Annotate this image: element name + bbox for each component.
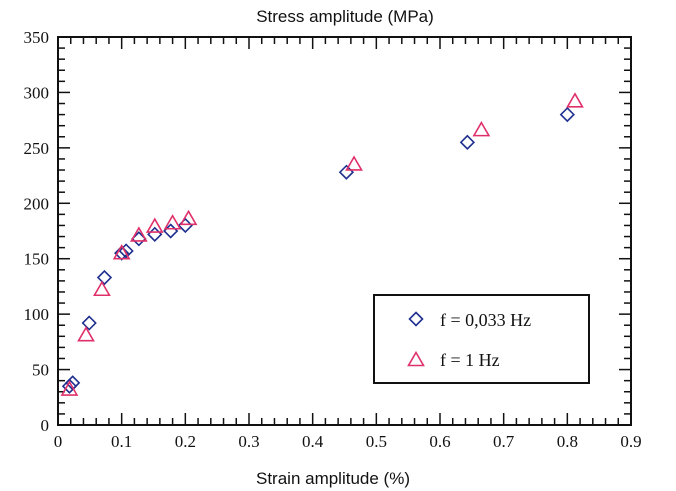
legend-marker-triangle: [407, 350, 425, 367]
data-point-series-2: [77, 326, 95, 342]
y-tick-label: 100: [24, 305, 50, 324]
x-axis-label: Strain amplitude (%): [256, 469, 410, 488]
data-point-series-2: [179, 209, 198, 226]
data-point-series-2: [345, 155, 363, 171]
data-point-series-1: [177, 217, 193, 234]
y-tick-labels: 0 50 100 150 200 250 300 350: [24, 28, 50, 435]
data-point-series-1: [559, 106, 575, 123]
x-tick-label: 0.5: [366, 432, 387, 451]
legend-box: [373, 294, 590, 384]
data-point-series-2: [566, 92, 584, 108]
data-point-series-2: [60, 380, 79, 396]
y-tick-label: 150: [24, 250, 50, 269]
y-tick-label: 350: [24, 28, 50, 47]
chart-title: Stress amplitude (MPa): [256, 7, 434, 26]
x-tick-label: 0.4: [302, 432, 324, 451]
legend-markers: [407, 311, 425, 367]
data-point-series-2: [93, 280, 111, 297]
x-tick-label: 0: [54, 432, 63, 451]
x-tick-label: 0.3: [238, 432, 259, 451]
x-tick-label: 0.1: [111, 432, 132, 451]
data-point-series-1: [147, 226, 163, 242]
y-tick-label: 0: [41, 416, 50, 435]
y-tick-label: 300: [24, 83, 50, 102]
y-tick-label: 250: [24, 139, 50, 158]
data-point-series-1: [338, 164, 355, 180]
x-tick-labels: 0 0.1 0.2 0.3 0.4 0.5 0.6 0.7 0.8 0.9: [54, 432, 642, 451]
y-tick-label: 200: [24, 194, 50, 213]
y-tick-label: 50: [32, 361, 49, 380]
data-point-series-1: [96, 269, 113, 286]
x-tick-label: 0.9: [620, 432, 641, 451]
x-tick-label: 0.8: [557, 432, 578, 451]
tick-marks: [57, 36, 632, 426]
data-point-series-1: [459, 134, 476, 150]
legend-label-series-2: f = 1 Hz: [440, 350, 500, 370]
legend-marker-diamond: [408, 311, 424, 327]
x-tick-label: 0.7: [493, 432, 515, 451]
data-point-series-2: [112, 244, 131, 260]
plot-frame: [57, 36, 632, 426]
data-point-series-1: [114, 245, 130, 261]
data-point-series-1: [61, 378, 78, 394]
x-tick-label: 0.6: [429, 432, 450, 451]
data-point-series-1: [65, 375, 81, 391]
data-point-series-2: [472, 121, 491, 137]
legend-label-series-1: f = 0,033 Hz: [440, 310, 531, 330]
legend: f = 0,033 Hz f = 1 Hz: [373, 294, 590, 384]
x-tick-label: 0.2: [175, 432, 196, 451]
data-points: [60, 92, 584, 396]
data-point-series-2: [163, 214, 182, 230]
data-point-series-1: [81, 315, 97, 331]
data-point-series-1: [131, 231, 147, 247]
data-point-series-1: [118, 243, 134, 259]
data-point-series-2: [129, 226, 148, 242]
data-point-series-2: [145, 217, 164, 233]
